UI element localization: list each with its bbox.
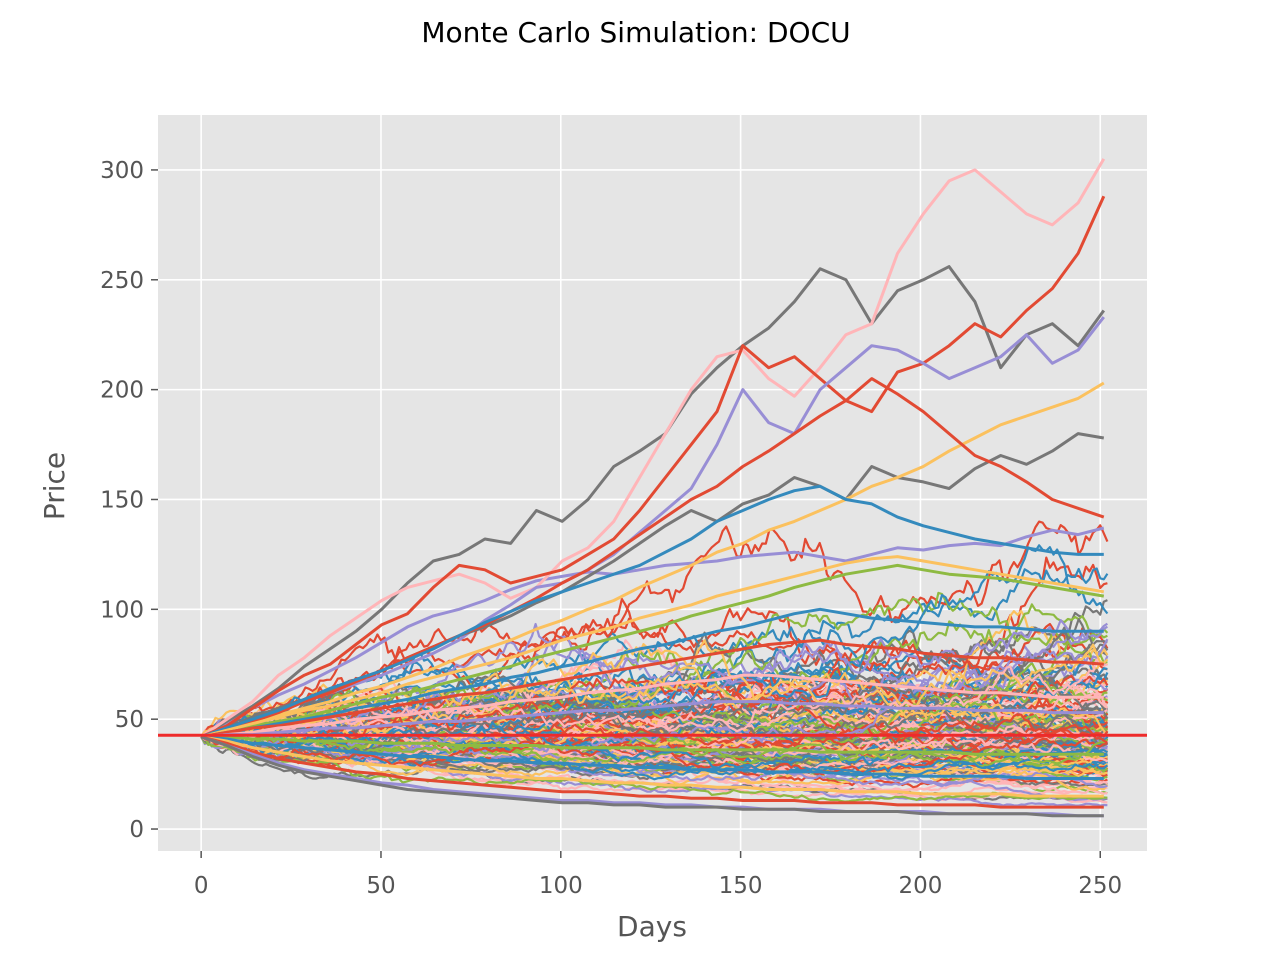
- series-line: [200, 563, 1105, 739]
- simulation-path: [200, 670, 1109, 761]
- series-lines: [200, 158, 1106, 818]
- simulation-path: [200, 715, 1108, 781]
- y-axis-ticks: 0 50 100 150 200 250 300: [100, 158, 158, 843]
- simulation-path: [200, 730, 1108, 802]
- y-axis-label: Price: [38, 452, 71, 520]
- series-line: [201, 673, 1104, 739]
- series-line: [200, 638, 1104, 739]
- y-tick-label: 200: [100, 378, 144, 404]
- simulation-path: [200, 556, 1108, 740]
- series-line: [200, 526, 1105, 739]
- y-tick-label: 250: [100, 268, 144, 294]
- series-line: [200, 735, 1104, 798]
- series-line: [200, 735, 1104, 809]
- x-tick-label: 250: [1078, 873, 1122, 899]
- series-line: [200, 265, 1106, 739]
- series-line: [200, 381, 1105, 739]
- series-line: [200, 316, 1105, 739]
- series-line: [200, 555, 1105, 739]
- series-line: [200, 607, 1104, 739]
- y-tick-label: 150: [100, 487, 144, 513]
- series-line: [200, 158, 1106, 739]
- series-line: [201, 700, 1104, 739]
- y-tick-label: 300: [100, 158, 144, 184]
- series-line: [201, 735, 1104, 780]
- x-axis-label: Days: [617, 910, 687, 943]
- x-tick-label: 150: [719, 873, 763, 899]
- series-line: [200, 195, 1106, 739]
- x-tick-label: 0: [194, 873, 209, 899]
- simulation-path: [200, 639, 1109, 757]
- y-tick-label: 0: [129, 817, 144, 843]
- series-line: [200, 735, 1104, 818]
- simulation-path: [201, 619, 1108, 747]
- x-axis-ticks: 0 50 100 150 200 250: [194, 851, 1122, 899]
- y-tick-label: 50: [115, 707, 144, 733]
- x-tick-label: 100: [539, 873, 583, 899]
- x-tick-label: 200: [898, 873, 942, 899]
- series-line: [201, 735, 1104, 756]
- y-tick-label: 100: [100, 597, 144, 623]
- simulation-path: [200, 735, 1108, 803]
- series-line: [200, 484, 1104, 739]
- x-tick-label: 50: [366, 873, 395, 899]
- simulation-path: [200, 665, 1109, 747]
- series-line: [200, 377, 1105, 739]
- simulation-path: [201, 708, 1108, 777]
- chart-title: Monte Carlo Simulation: DOCU: [421, 16, 850, 49]
- simulation-path: [200, 704, 1109, 758]
- simulation-path: [200, 731, 1109, 768]
